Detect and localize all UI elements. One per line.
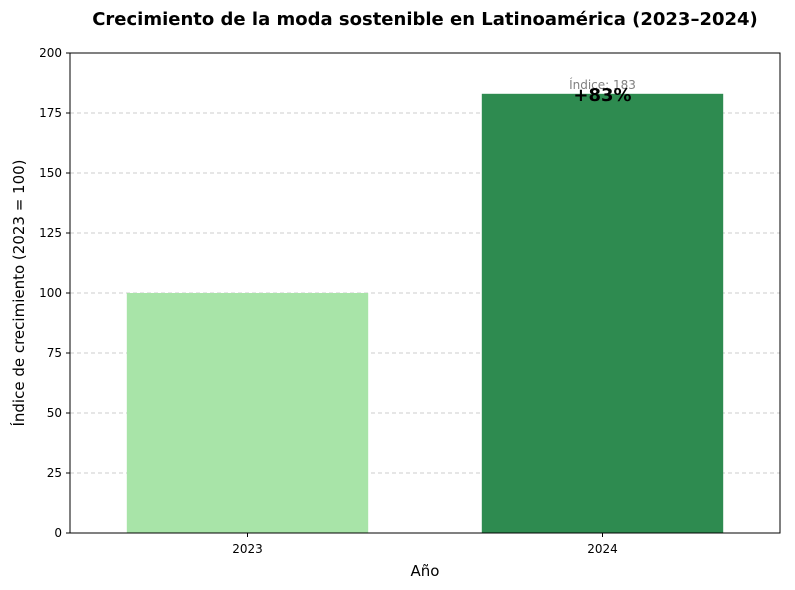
y-tick-label: 175 — [39, 106, 62, 120]
index-value-label: Índice: 183 — [569, 77, 636, 92]
x-tick-label: 2023 — [232, 542, 263, 556]
x-tick-label: 2024 — [587, 542, 618, 556]
y-tick-label: 200 — [39, 46, 62, 60]
y-tick-label: 50 — [47, 406, 62, 420]
x-axis-title: Año — [411, 562, 440, 580]
bars — [126, 93, 724, 534]
annotations: Índice: 183+83% — [569, 77, 636, 106]
axes: 0 25 50 75 100 125 150 175 200 2023 2024 — [39, 46, 781, 556]
growth-percent-label: +83% — [573, 85, 631, 106]
y-tick-label: 75 — [47, 346, 62, 360]
y-tick-label: 100 — [39, 286, 62, 300]
y-axis-title: Índice de crecimiento (2023 = 100) — [9, 159, 28, 426]
bar-2024 — [481, 93, 724, 534]
y-tick-label: 150 — [39, 166, 62, 180]
y-tick-label: 0 — [54, 526, 62, 540]
bar-2023 — [126, 293, 369, 533]
chart-title: Crecimiento de la moda sostenible en Lat… — [92, 9, 758, 30]
y-tick-label: 25 — [47, 466, 62, 480]
y-tick-label: 125 — [39, 226, 62, 240]
